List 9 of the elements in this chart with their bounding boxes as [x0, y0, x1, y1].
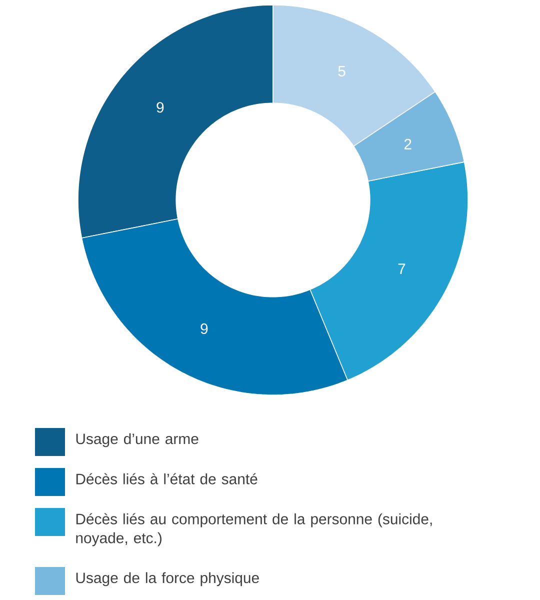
legend-label: Usage de la force physique — [76, 572, 259, 586]
data-label: 9 — [200, 323, 208, 334]
data-label: 5 — [338, 66, 346, 76]
legend-label: Décès liés au comportement de la personne (suicide, noyade, etc.) — [76, 513, 432, 546]
data-label: 2 — [404, 138, 412, 150]
data-label: 7 — [398, 264, 406, 274]
legend-label: Décès liés à l’état de santé — [76, 473, 258, 484]
legend-label: Usage d’une arme — [76, 433, 198, 448]
data-label: 9 — [156, 102, 164, 113]
